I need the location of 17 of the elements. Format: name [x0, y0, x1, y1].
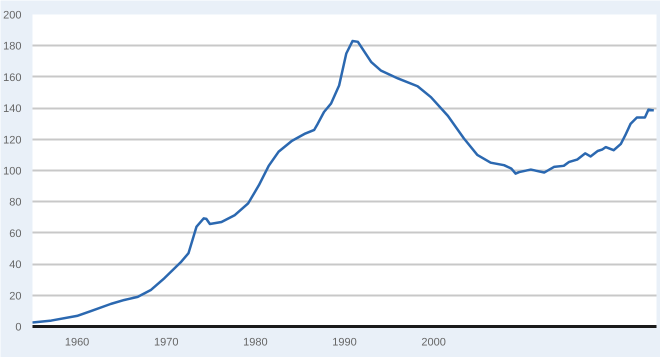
x-tick-label: 1960 — [64, 336, 90, 348]
x-tick-label: 2000 — [421, 336, 446, 348]
x-tick-label: 1990 — [332, 336, 357, 348]
y-tick-label: 140 — [3, 103, 22, 116]
y-tick-label: 160 — [3, 72, 22, 84]
y-tick-label: 120 — [3, 134, 22, 146]
y-tick-label: 60 — [9, 228, 22, 240]
y-tick-label: 200 — [3, 10, 22, 22]
y-tick-label: 40 — [9, 259, 22, 272]
y-tick-label: 0 — [15, 322, 22, 334]
x-tick-label: 1970 — [154, 336, 178, 348]
y-tick-label: 180 — [3, 40, 22, 53]
line-series — [32, 40, 656, 324]
x-tick-label: 1980 — [243, 336, 268, 348]
y-tick-label: 20 — [9, 290, 22, 302]
y-tick-label: 80 — [9, 196, 22, 209]
y-tick-label: 100 — [3, 166, 22, 178]
